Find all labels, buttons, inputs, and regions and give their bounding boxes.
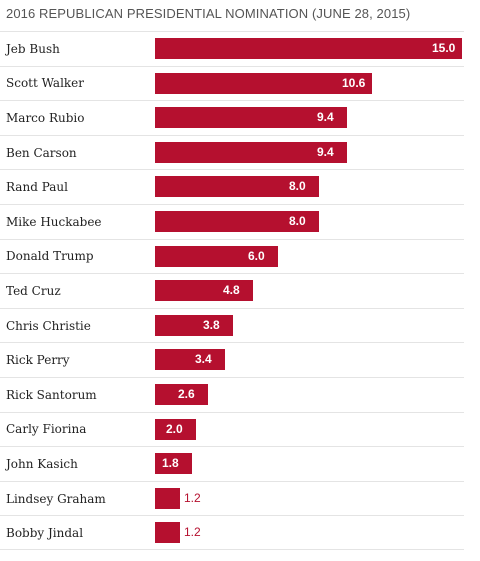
bar-value-label: 1.8 bbox=[162, 456, 179, 471]
table-row: Mike Huckabee 8.0 bbox=[0, 204, 464, 239]
category-label: Donald Trump bbox=[6, 249, 94, 264]
bar bbox=[155, 176, 319, 198]
category-label: Marco Rubio bbox=[6, 110, 85, 125]
table-row: Lindsey Graham 1.2 bbox=[0, 480, 464, 516]
bar bbox=[155, 453, 192, 475]
chart-title: 2016 REPUBLICAN PRESIDENTIAL NOMINATION … bbox=[6, 6, 411, 21]
table-row: Scott Walker 10.6 bbox=[0, 65, 464, 101]
table-row: Jeb Bush 15.0 bbox=[0, 31, 464, 66]
category-label: Bobby Jindal bbox=[6, 525, 84, 540]
bar-value-label: 9.4 bbox=[317, 144, 334, 159]
bar bbox=[155, 487, 180, 509]
table-row: Bobby Jindal 1.2 bbox=[0, 515, 464, 550]
bar bbox=[155, 280, 253, 302]
table-row: Rick Perry 3.4 bbox=[0, 342, 464, 377]
bar bbox=[155, 141, 347, 163]
category-label: Ted Cruz bbox=[6, 283, 61, 298]
table-row: Carly Fiorina 2.0 bbox=[0, 411, 464, 447]
bar bbox=[155, 211, 319, 232]
category-label: Rick Perry bbox=[6, 353, 70, 368]
bar-value-label: 2.0 bbox=[166, 421, 183, 436]
bar bbox=[155, 38, 462, 59]
bar-value-label: 10.6 bbox=[342, 75, 366, 90]
category-label: John Kasich bbox=[6, 456, 78, 471]
table-row: Ted Cruz 4.8 bbox=[0, 273, 464, 308]
bar bbox=[155, 384, 208, 405]
bar bbox=[155, 72, 372, 94]
table-row: Chris Christie 3.8 bbox=[0, 307, 464, 343]
bar-value-label: 15.0 bbox=[432, 41, 456, 55]
bar-value-label: 4.8 bbox=[223, 283, 240, 298]
category-label: Jeb Bush bbox=[6, 41, 60, 56]
category-label: Carly Fiorina bbox=[6, 422, 87, 437]
table-row: Marco Rubio 9.4 bbox=[0, 100, 464, 135]
category-label: Rick Santorum bbox=[6, 387, 97, 402]
category-label: Chris Christie bbox=[6, 318, 91, 333]
bar bbox=[155, 522, 180, 544]
table-row: Donald Trump 6.0 bbox=[0, 238, 464, 274]
bar-value-label: 3.4 bbox=[195, 352, 212, 367]
bar-value-label: 1.2 bbox=[184, 490, 201, 505]
table-row: Rick Santorum 2.6 bbox=[0, 377, 464, 412]
bar-value-label: 8.0 bbox=[289, 214, 306, 228]
category-label: Scott Walker bbox=[6, 76, 85, 91]
table-row: Rand Paul 8.0 bbox=[0, 169, 464, 204]
category-label: Ben Carson bbox=[6, 145, 77, 160]
bar-value-label: 8.0 bbox=[289, 179, 306, 194]
bar-value-label: 3.8 bbox=[203, 317, 220, 332]
bar-value-label: 9.4 bbox=[317, 110, 334, 125]
bar-value-label: 1.2 bbox=[184, 525, 201, 540]
category-label: Mike Huckabee bbox=[6, 214, 102, 229]
table-row: John Kasich 1.8 bbox=[0, 446, 464, 481]
bar bbox=[155, 349, 225, 371]
category-label: Rand Paul bbox=[6, 180, 68, 195]
bar-value-label: 2.6 bbox=[178, 387, 195, 401]
category-label: Lindsey Graham bbox=[6, 491, 106, 506]
bar bbox=[155, 107, 347, 129]
table-row: Ben Carson 9.4 bbox=[0, 134, 464, 170]
bar bbox=[155, 245, 278, 267]
bar bbox=[155, 418, 196, 440]
bar bbox=[155, 314, 233, 336]
bar-value-label: 6.0 bbox=[248, 248, 265, 263]
